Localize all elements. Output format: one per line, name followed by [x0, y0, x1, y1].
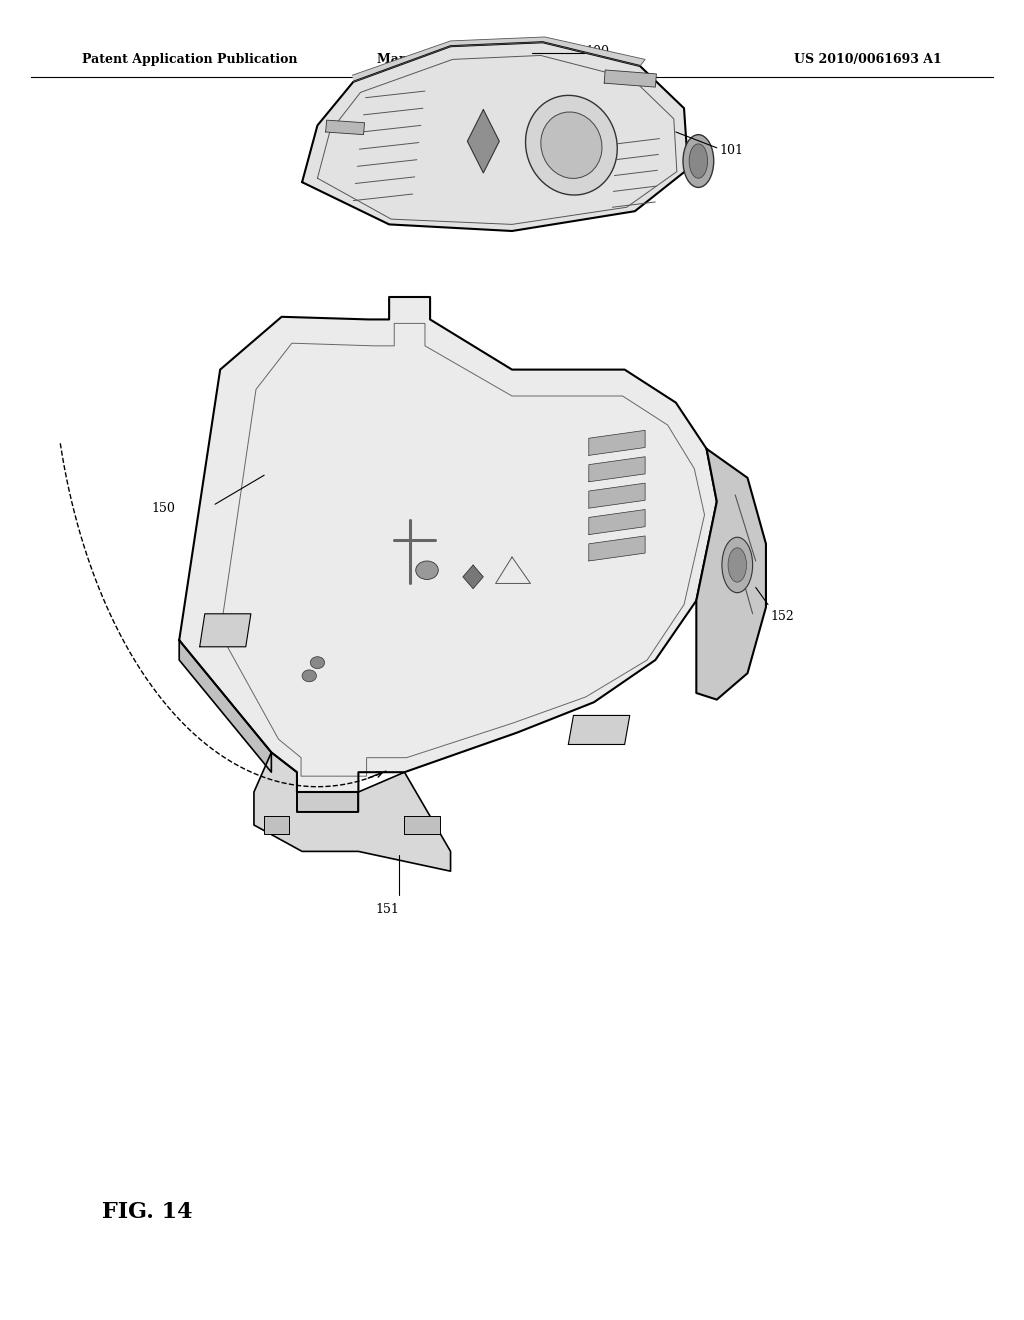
Polygon shape: [404, 816, 440, 834]
Polygon shape: [302, 42, 688, 231]
Text: FIG. 14: FIG. 14: [102, 1201, 193, 1222]
Text: Mar. 11, 2010  Sheet 14 of 27: Mar. 11, 2010 Sheet 14 of 27: [377, 53, 586, 66]
Polygon shape: [589, 430, 645, 455]
Ellipse shape: [310, 656, 325, 668]
Polygon shape: [200, 614, 251, 647]
Text: 101: 101: [720, 144, 743, 157]
Polygon shape: [589, 457, 645, 482]
Ellipse shape: [541, 112, 602, 178]
Polygon shape: [352, 37, 645, 82]
Polygon shape: [179, 640, 271, 772]
Polygon shape: [696, 449, 766, 700]
Ellipse shape: [728, 548, 746, 582]
Polygon shape: [264, 816, 289, 834]
Ellipse shape: [722, 537, 753, 593]
Polygon shape: [568, 715, 630, 744]
Text: 150: 150: [152, 502, 175, 515]
Polygon shape: [467, 110, 500, 173]
Text: 100: 100: [586, 45, 609, 58]
Polygon shape: [463, 565, 483, 589]
Text: 152: 152: [770, 610, 794, 623]
Polygon shape: [589, 510, 645, 535]
Polygon shape: [297, 792, 358, 812]
Ellipse shape: [525, 95, 617, 195]
Ellipse shape: [689, 144, 708, 178]
Polygon shape: [589, 483, 645, 508]
Ellipse shape: [683, 135, 714, 187]
Ellipse shape: [416, 561, 438, 579]
Text: US 2010/0061693 A1: US 2010/0061693 A1: [795, 53, 942, 66]
Text: 151: 151: [375, 903, 399, 916]
Ellipse shape: [302, 671, 316, 682]
Polygon shape: [179, 297, 717, 792]
Polygon shape: [604, 70, 656, 87]
Polygon shape: [589, 536, 645, 561]
Text: Patent Application Publication: Patent Application Publication: [82, 53, 297, 66]
Polygon shape: [254, 752, 451, 871]
Polygon shape: [326, 120, 365, 135]
